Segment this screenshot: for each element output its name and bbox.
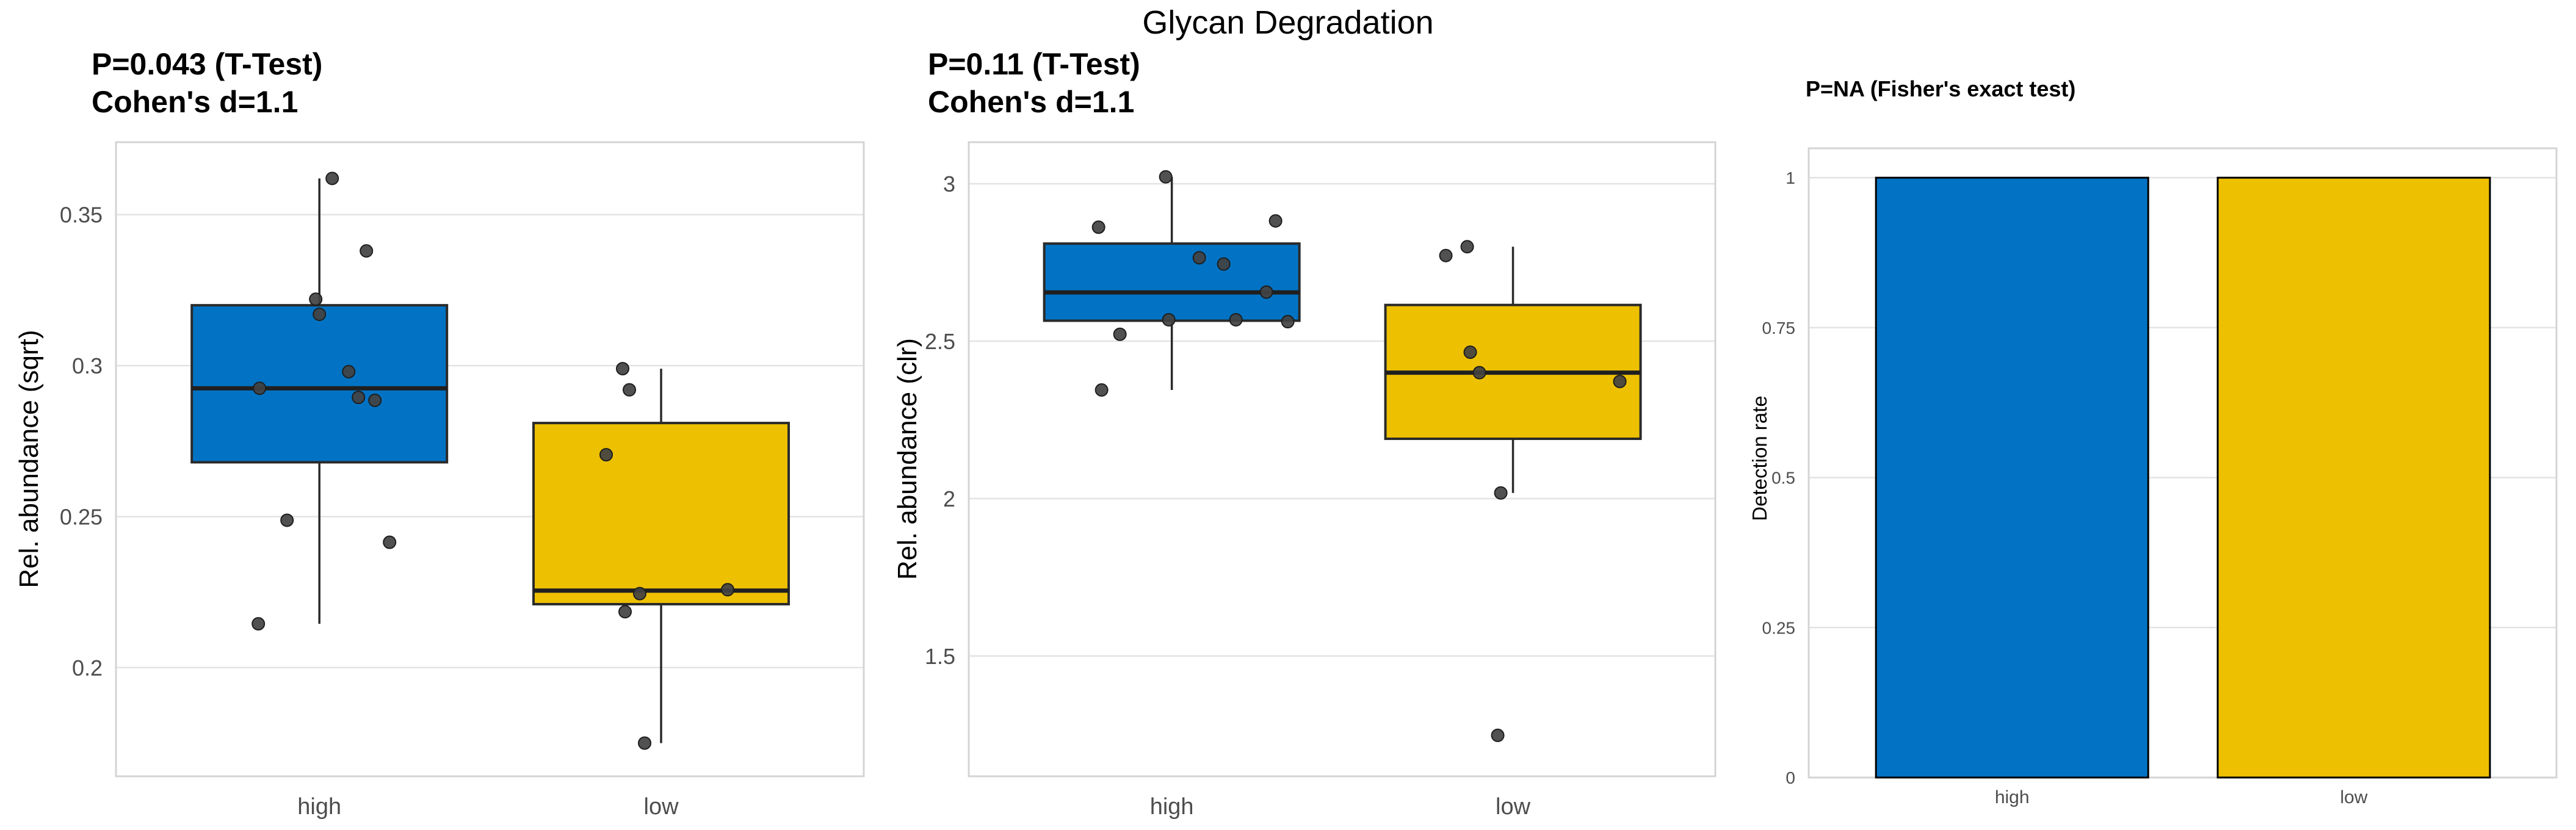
jitter-point [1192, 251, 1206, 265]
jitter-point [309, 292, 323, 306]
box-low [532, 422, 791, 605]
jitter-point [360, 244, 374, 258]
panel1-title-line2: Cohen's d=1.1 [92, 85, 298, 119]
x-category-label: low [644, 794, 679, 820]
jitter-point [633, 586, 647, 601]
jitter-point [1491, 728, 1505, 742]
jitter-point [721, 583, 735, 597]
jitter-point [1281, 315, 1295, 329]
y-tick-label: 1.5 [925, 644, 955, 669]
jitter-point [313, 308, 327, 322]
jitter-point [383, 535, 397, 549]
panel2-title-line2: Cohen's d=1.1 [928, 85, 1135, 119]
panel3-title-line1: P=NA (Fisher's exact test) [1806, 76, 2076, 101]
x-category-label: low [2340, 787, 2368, 807]
jitter-point [1463, 345, 1477, 359]
panel-border [968, 141, 1717, 778]
panel1-title-line1: P=0.043 (T-Test) [92, 47, 323, 81]
jitter-point [1091, 220, 1105, 234]
jitter-point [1472, 366, 1486, 380]
jitter-point [253, 381, 267, 395]
panel1-title: P=0.043 (T-Test) Cohen's d=1.1 [92, 45, 322, 121]
jitter-point [638, 736, 652, 750]
x-category-label: high [297, 794, 341, 820]
jitter-point [325, 171, 339, 186]
jitter-point [1460, 240, 1474, 254]
panel-border [1807, 147, 2558, 779]
jitter-point [1094, 383, 1109, 397]
jitter-point [352, 391, 366, 405]
y-tick-label: 0.2 [72, 655, 103, 680]
jitter-point [1259, 285, 1273, 299]
y-tick-label: 2.5 [925, 329, 955, 354]
box-high [1043, 242, 1301, 322]
jitter-point [251, 617, 266, 631]
jitter-point [280, 513, 294, 527]
y-tick-label: 0.75 [1762, 319, 1796, 337]
panel-border [115, 141, 865, 778]
jitter-point [1268, 214, 1283, 228]
y-tick-label: 1 [1785, 168, 1795, 187]
x-category-label: low [1496, 794, 1531, 820]
jitter-point [368, 394, 382, 408]
panel2-title: P=0.11 (T-Test) Cohen's d=1.1 [928, 45, 1140, 121]
y-tick-label: 0.25 [60, 505, 103, 530]
panel3-title: P=NA (Fisher's exact test) [1806, 76, 2075, 103]
bar-low [2216, 176, 2491, 779]
panel2-title-line1: P=0.11 (T-Test) [928, 47, 1140, 81]
jitter-point [1613, 375, 1627, 389]
jitter-point [599, 448, 613, 462]
y-tick-label: 0.3 [72, 353, 103, 378]
y-tick-label: 0.35 [60, 203, 103, 228]
y-tick-label: 0.5 [1771, 469, 1795, 488]
bar-high [1875, 176, 2149, 779]
jitter-point [1229, 312, 1243, 327]
jitter-point [616, 362, 630, 376]
jitter-point [342, 365, 356, 379]
jitter-point [1159, 170, 1173, 184]
jitter-point [1494, 486, 1508, 500]
jitter-point [623, 383, 637, 397]
x-category-label: high [1150, 794, 1194, 820]
y-tick-label: 3 [943, 171, 955, 197]
jitter-point [618, 605, 632, 619]
jitter-point [1439, 248, 1453, 262]
jitter-point [1113, 327, 1127, 341]
box-high [190, 304, 449, 464]
x-category-label: high [1995, 787, 2030, 807]
figure-title: Glycan Degradation [1142, 4, 1434, 41]
y-tick-label: 0.25 [1762, 618, 1796, 637]
y-tick-label: 2 [943, 486, 955, 511]
jitter-point [1217, 257, 1231, 271]
y-tick-label: 0 [1785, 768, 1795, 787]
jitter-point [1162, 312, 1176, 327]
